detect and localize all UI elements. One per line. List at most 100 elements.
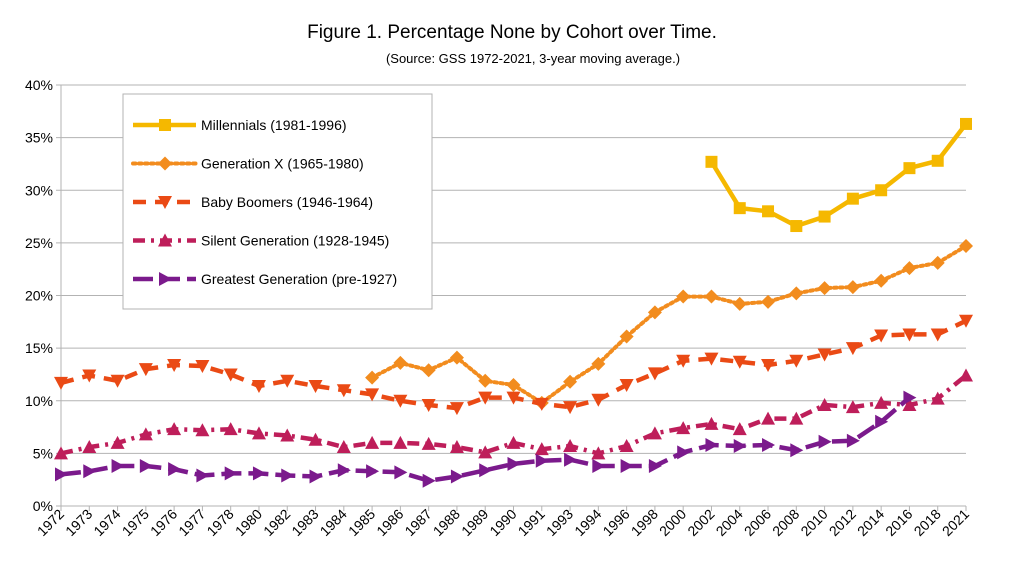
data-point <box>366 464 380 479</box>
data-point <box>139 459 153 474</box>
x-tick-label: 2014 <box>854 506 887 539</box>
data-point <box>732 355 747 369</box>
data-point <box>82 369 97 383</box>
x-tick-label: 1996 <box>599 506 632 539</box>
x-tick-label: 1976 <box>147 506 180 539</box>
series-3 <box>54 368 973 460</box>
x-tick-label: 1975 <box>119 506 152 539</box>
data-point <box>845 280 860 295</box>
data-point <box>789 411 804 425</box>
series-group <box>54 117 973 488</box>
data-point <box>449 440 464 454</box>
data-point <box>168 462 182 477</box>
legend: Millennials (1981-1996) Generation X (196… <box>122 93 433 310</box>
data-point <box>676 421 691 435</box>
data-point <box>54 446 68 460</box>
y-tick-label: 15% <box>25 340 53 356</box>
data-point <box>705 155 718 168</box>
data-point <box>762 437 776 452</box>
data-point <box>790 220 803 233</box>
x-tick-label: 2016 <box>882 506 915 539</box>
data-point <box>874 395 889 409</box>
x-tick-label: 1994 <box>571 506 604 539</box>
data-point <box>308 380 323 394</box>
data-point <box>563 374 578 389</box>
data-point <box>733 202 746 215</box>
legend-item: Silent Generation (1928-1945) <box>133 233 389 249</box>
x-tick-label: 1983 <box>288 506 321 539</box>
series-4 <box>55 390 917 488</box>
data-point <box>817 397 832 411</box>
x-tick-label: 2008 <box>769 506 802 539</box>
data-point <box>421 363 436 378</box>
legend-label: Generation X (1965-1980) <box>201 156 364 172</box>
x-tick-label: 1990 <box>486 506 519 539</box>
data-point <box>251 426 266 440</box>
x-tick-label: 1998 <box>628 506 661 539</box>
data-point <box>959 239 973 254</box>
x-tick-label: 1978 <box>203 506 236 539</box>
data-point <box>846 192 859 205</box>
data-point <box>365 435 380 449</box>
x-tick-label: 1982 <box>260 506 293 539</box>
data-point <box>818 210 831 223</box>
x-tick-label: 2002 <box>684 506 717 539</box>
chart-title: Figure 1. Percentage None by Cohort over… <box>307 22 717 43</box>
data-point <box>281 468 295 483</box>
data-point <box>704 416 719 430</box>
series-1 <box>365 239 973 410</box>
data-point <box>959 314 973 328</box>
y-tick-label: 30% <box>25 182 53 198</box>
legend-item: Millennials (1981-1996) <box>133 117 347 133</box>
data-point <box>960 117 972 130</box>
data-point <box>732 296 747 311</box>
data-point <box>82 440 97 454</box>
data-point <box>337 463 351 478</box>
data-point <box>251 380 266 394</box>
data-point <box>761 294 776 309</box>
data-point <box>761 358 776 372</box>
data-point <box>619 378 634 392</box>
data-point <box>138 363 153 377</box>
data-point <box>733 439 747 454</box>
data-point <box>704 352 719 366</box>
data-point <box>676 354 691 368</box>
data-point <box>647 426 662 440</box>
data-point <box>902 328 917 342</box>
legend-label: Millennials (1981-1996) <box>201 117 347 133</box>
data-point <box>564 452 578 467</box>
data-point <box>167 358 182 372</box>
data-point <box>761 411 776 425</box>
data-point <box>845 400 860 414</box>
data-point <box>789 286 804 301</box>
data-point <box>55 467 68 482</box>
data-point <box>648 459 662 474</box>
data-point <box>450 469 464 484</box>
data-point <box>902 261 917 276</box>
data-point <box>647 367 662 381</box>
data-point <box>223 422 238 436</box>
legend-swatch-marker <box>158 196 172 209</box>
data-point <box>845 342 860 356</box>
data-point <box>959 368 973 382</box>
y-tick-label: 10% <box>25 393 53 409</box>
data-point <box>647 305 662 320</box>
x-tick-label: 1991 <box>515 506 548 539</box>
data-point <box>592 459 606 474</box>
data-point <box>705 437 719 452</box>
data-point <box>902 397 917 411</box>
legend-swatch-marker <box>159 119 171 131</box>
data-point <box>167 422 182 436</box>
data-point <box>903 162 916 175</box>
data-point <box>620 459 634 474</box>
x-tick-label: 1985 <box>345 506 378 539</box>
y-tick-label: 0% <box>33 498 53 514</box>
data-point <box>732 422 747 436</box>
data-point <box>875 184 888 197</box>
data-point <box>479 463 493 478</box>
data-point <box>280 374 295 388</box>
x-tick-label: 1974 <box>90 506 123 539</box>
data-point <box>591 393 606 407</box>
data-point <box>790 443 804 458</box>
y-axis-ticks: 0% 5% 10% 15% 20% 25% 30% 35% 40% <box>25 77 53 514</box>
